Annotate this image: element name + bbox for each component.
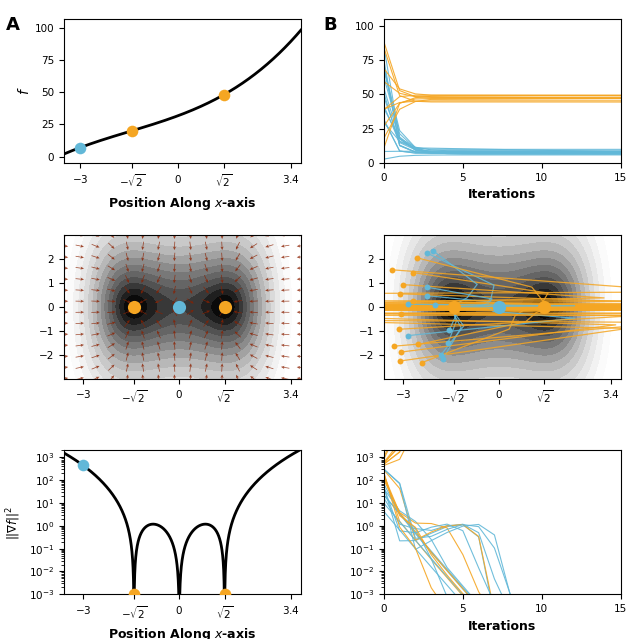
Point bbox=[422, 282, 433, 293]
Point bbox=[438, 354, 448, 364]
Point bbox=[494, 302, 504, 312]
Point bbox=[449, 302, 459, 312]
Point bbox=[449, 302, 459, 312]
Y-axis label: $||\nabla f||^2$: $||\nabla f||^2$ bbox=[4, 505, 23, 539]
Point bbox=[449, 302, 459, 312]
Point bbox=[449, 302, 459, 312]
Point bbox=[403, 330, 413, 341]
Point bbox=[417, 357, 428, 367]
Y-axis label: $f$: $f$ bbox=[17, 87, 32, 95]
Point bbox=[449, 302, 459, 312]
Point bbox=[436, 350, 446, 360]
Point bbox=[449, 302, 459, 312]
Text: A: A bbox=[6, 16, 20, 34]
Point bbox=[127, 126, 137, 136]
Point bbox=[413, 339, 423, 350]
X-axis label: Iterations: Iterations bbox=[468, 620, 536, 633]
Point bbox=[540, 302, 550, 312]
Point bbox=[398, 279, 408, 289]
Point bbox=[429, 300, 440, 310]
Point bbox=[412, 252, 422, 263]
Point bbox=[404, 302, 414, 312]
Point bbox=[449, 302, 459, 312]
Point bbox=[449, 302, 459, 312]
Point bbox=[395, 356, 405, 366]
Point bbox=[540, 302, 550, 312]
Point bbox=[449, 302, 459, 312]
Point bbox=[220, 589, 230, 599]
Point bbox=[396, 309, 406, 319]
Point bbox=[428, 246, 438, 256]
Point bbox=[449, 302, 459, 312]
Text: B: B bbox=[323, 16, 337, 34]
X-axis label: Iterations: Iterations bbox=[468, 189, 536, 201]
Point bbox=[220, 302, 230, 312]
X-axis label: Position Along $x$-axis: Position Along $x$-axis bbox=[108, 195, 257, 212]
Point bbox=[449, 302, 459, 312]
Point bbox=[75, 142, 85, 153]
Point bbox=[403, 299, 413, 309]
X-axis label: Position Along $x$-axis: Position Along $x$-axis bbox=[108, 626, 257, 639]
Point bbox=[129, 589, 139, 599]
Point bbox=[218, 90, 228, 100]
Point bbox=[540, 302, 550, 312]
Point bbox=[444, 325, 454, 335]
Point bbox=[395, 289, 405, 299]
Point bbox=[129, 302, 139, 312]
Point bbox=[443, 337, 453, 348]
Point bbox=[394, 324, 404, 334]
Point bbox=[396, 347, 406, 357]
Point bbox=[422, 291, 432, 301]
Point bbox=[388, 341, 399, 351]
Point bbox=[408, 268, 418, 278]
Point bbox=[540, 302, 550, 312]
Point bbox=[449, 302, 459, 312]
Point bbox=[78, 460, 88, 470]
Point bbox=[408, 296, 418, 306]
Point bbox=[422, 248, 432, 258]
Point bbox=[540, 302, 550, 312]
Point bbox=[387, 265, 397, 275]
Point bbox=[540, 302, 550, 312]
Point bbox=[174, 302, 184, 312]
Point bbox=[540, 302, 550, 312]
